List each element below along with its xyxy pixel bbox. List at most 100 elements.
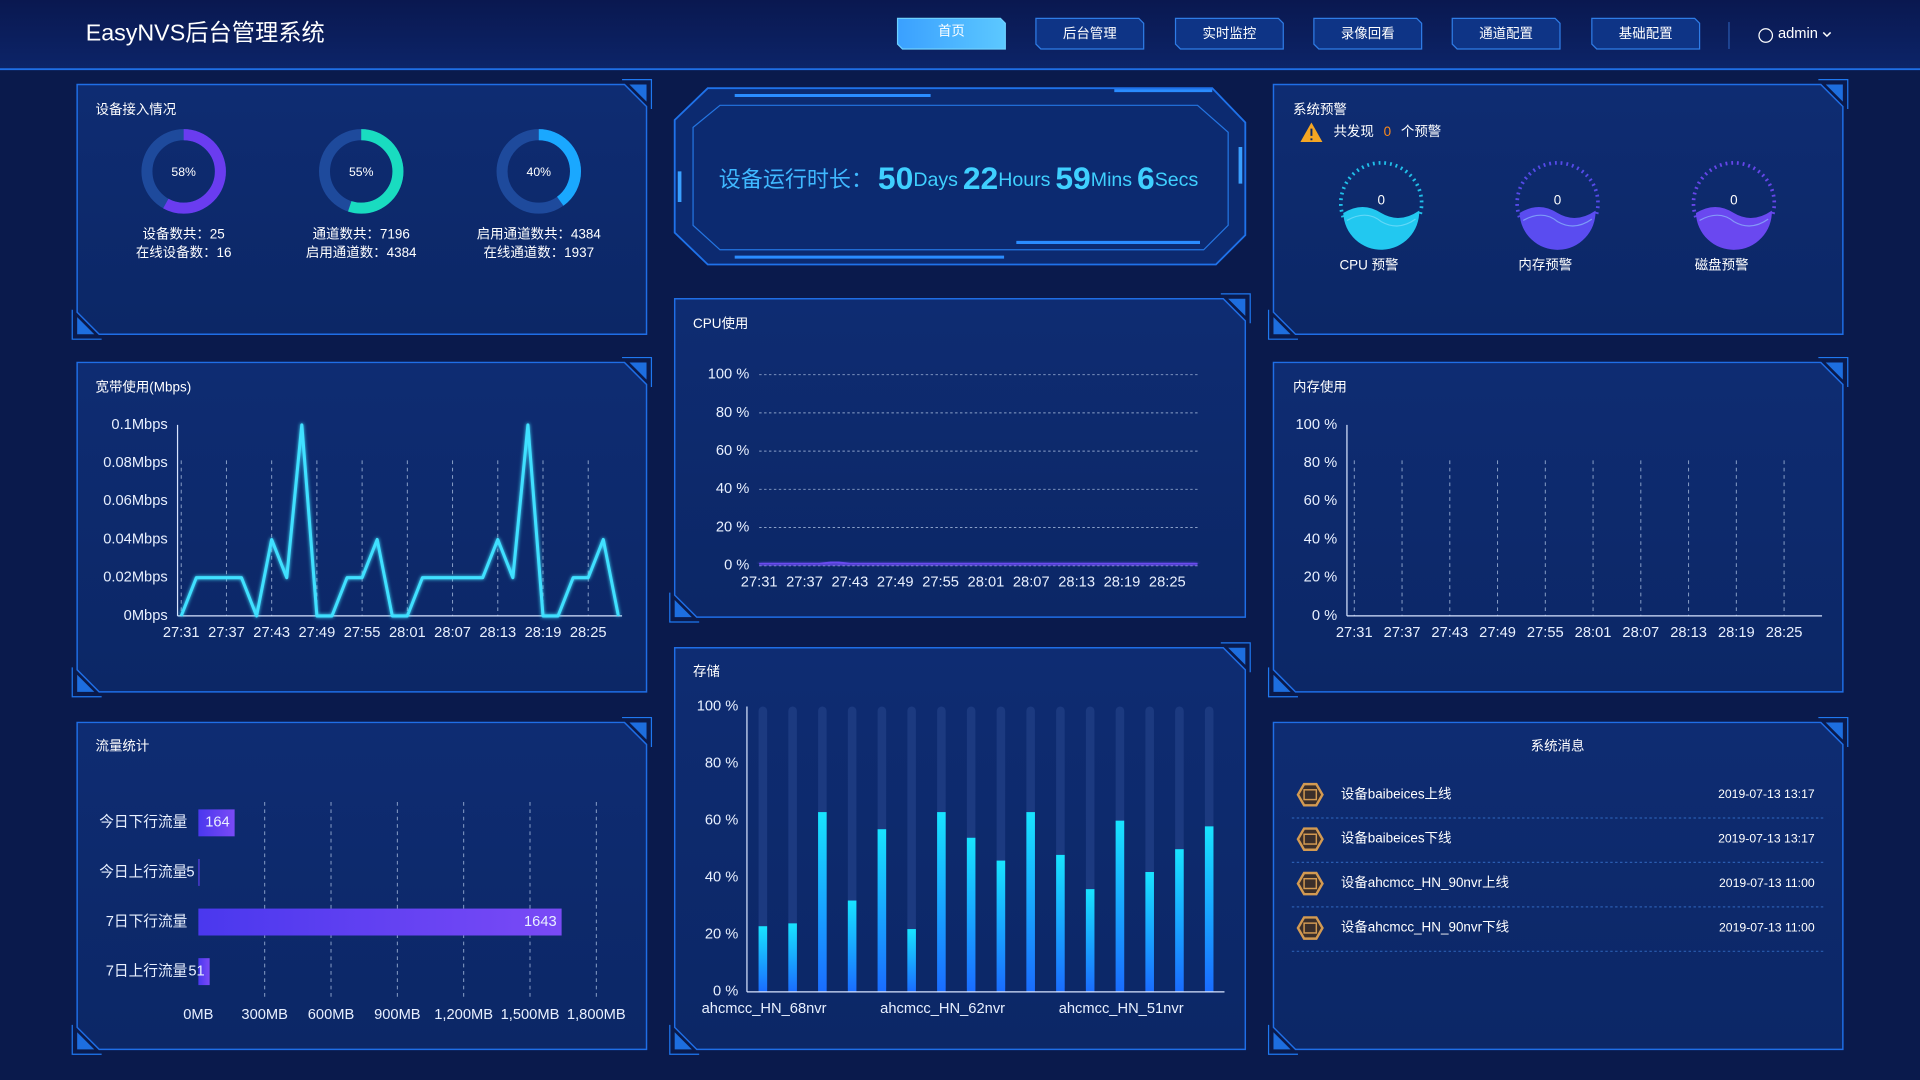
- x-tick-label: 600MB: [308, 1007, 355, 1023]
- nav-label[interactable]: 后台管理: [1063, 26, 1117, 41]
- alert-summary: 共发现 0 个预警: [1333, 124, 1441, 139]
- user-name[interactable]: admin: [1778, 26, 1818, 42]
- y-tick-label: 40 %: [705, 870, 738, 886]
- bar: [1145, 872, 1154, 992]
- x-tick-label: 28:13: [1670, 625, 1707, 641]
- nav-button[interactable]: [1451, 17, 1561, 50]
- y-tick-label: 60 %: [705, 813, 738, 829]
- bar: [198, 858, 200, 886]
- uptime-number: 22: [963, 161, 998, 197]
- message-icon-inner: [1303, 789, 1318, 801]
- x-tick-label: 28:19: [1718, 625, 1755, 641]
- uptime-accent: [677, 146, 1243, 203]
- panel-corner-line: [669, 592, 700, 623]
- bar: [907, 929, 916, 992]
- bar: [758, 926, 768, 992]
- panel-title: CPU使用: [693, 315, 748, 331]
- message-text: 设备ahcmcc_HN_90nvr下线: [1341, 919, 1509, 935]
- panel: [673, 298, 1247, 618]
- x-tick-label: 28:01: [968, 575, 1005, 591]
- bar: [198, 908, 562, 936]
- uptime-number: 6: [1137, 161, 1155, 197]
- y-tick-label: 60 %: [716, 443, 749, 459]
- gauge-bowl: [1695, 206, 1772, 250]
- user-icon[interactable]: [1758, 28, 1774, 43]
- bar: [877, 829, 887, 992]
- panel: [1272, 721, 1844, 1051]
- panel-corner-line: [1267, 1024, 1298, 1055]
- panel-corner: [674, 600, 692, 618]
- value-label: 51: [188, 964, 204, 980]
- nav-label[interactable]: 实时监控: [1202, 26, 1256, 41]
- gauge-value: 0: [1554, 192, 1561, 207]
- message-time: 2019-07-13 11:00: [1719, 876, 1815, 890]
- nav-label[interactable]: 通道配置: [1479, 26, 1533, 41]
- x-tick-label: 27:49: [1479, 625, 1516, 641]
- x-tick-label: 28:07: [434, 625, 471, 641]
- message-icon-inner: [1303, 833, 1318, 845]
- y-tick-label: 100 %: [1295, 417, 1337, 433]
- panel-corner-line: [622, 716, 653, 747]
- y-tick-label: 80 %: [716, 405, 749, 421]
- panel-title: 存储: [693, 664, 720, 679]
- x-tick-label: 28:01: [389, 625, 426, 641]
- bar: [818, 812, 827, 992]
- x-tick-label: 28:19: [525, 625, 562, 641]
- nav-label[interactable]: 首页: [938, 23, 965, 38]
- nav-button[interactable]: [1313, 17, 1423, 50]
- uptime-accent: [734, 89, 1213, 259]
- x-tick-label: ahcmcc_HN_68nvr: [702, 1001, 827, 1017]
- message-text: 设备baibeices上线: [1341, 785, 1452, 801]
- y-tick-label: 0.02Mbps: [103, 570, 168, 586]
- bar: [1056, 854, 1065, 992]
- bar: [1085, 889, 1095, 992]
- x-tick-label: 27:37: [208, 625, 245, 641]
- gauge-label: CPU 预警: [1339, 257, 1398, 272]
- x-tick-label: 0MB: [183, 1007, 213, 1023]
- gauge-label: 内存预警: [1518, 257, 1572, 272]
- nav-button[interactable]: [1035, 17, 1145, 50]
- message-text: 设备ahcmcc_HN_90nvr上线: [1341, 874, 1509, 890]
- panel-corner-line: [71, 1024, 102, 1055]
- gauge-wave: [1699, 214, 1769, 227]
- x-tick-label: 28:01: [1575, 625, 1612, 641]
- message-icon: [1296, 871, 1324, 896]
- nav-label[interactable]: 基础配置: [1619, 25, 1673, 41]
- bar-track: [788, 706, 797, 992]
- x-tick-label: 900MB: [374, 1007, 421, 1023]
- ring-label: 40%: [527, 165, 552, 179]
- uptime-unit: Mins: [1091, 169, 1133, 191]
- panel-corner: [77, 317, 95, 335]
- value-label: 5: [186, 864, 194, 880]
- nav-button[interactable]: [1174, 17, 1284, 50]
- uptime-label: 设备运行时长：: [719, 167, 873, 192]
- ring-caption: 设备数共：25: [143, 226, 225, 242]
- x-tick-label: ahcmcc_HN_62nvr: [880, 1001, 1005, 1017]
- nav-button[interactable]: [1591, 17, 1701, 50]
- gauge-value: 0: [1730, 192, 1737, 207]
- y-tick-label: 0.06Mbps: [103, 493, 168, 509]
- panel-title: 系统消息: [1531, 738, 1585, 754]
- y-tick-label: 100 %: [708, 367, 750, 383]
- bar: [937, 812, 946, 992]
- app-title: EasyNVS后台管理系统: [86, 19, 325, 45]
- nav-button[interactable]: [896, 17, 1006, 50]
- nav-label[interactable]: 录像回看: [1341, 26, 1395, 41]
- user-caret[interactable]: [1822, 31, 1832, 38]
- panel-corner: [1825, 362, 1843, 380]
- uptime-frame: [673, 87, 1247, 266]
- gauge-wave: [1522, 214, 1593, 227]
- alert-prefix: 共发现: [1333, 124, 1373, 139]
- bar: [1204, 826, 1214, 992]
- panel-corner-line: [1220, 293, 1251, 324]
- x-tick-label: 27:31: [163, 625, 200, 641]
- ring-caption: 启用通道数：4384: [306, 245, 417, 260]
- panel-title: 内存使用: [1293, 379, 1347, 395]
- x-tick-label: 27:55: [1527, 625, 1564, 641]
- x-tick-label: 27:37: [786, 575, 823, 591]
- panel-corner-line: [1818, 356, 1849, 387]
- panel-corner: [1825, 84, 1843, 102]
- x-tick-label: 27:31: [741, 575, 778, 591]
- message-icon: [1296, 782, 1324, 807]
